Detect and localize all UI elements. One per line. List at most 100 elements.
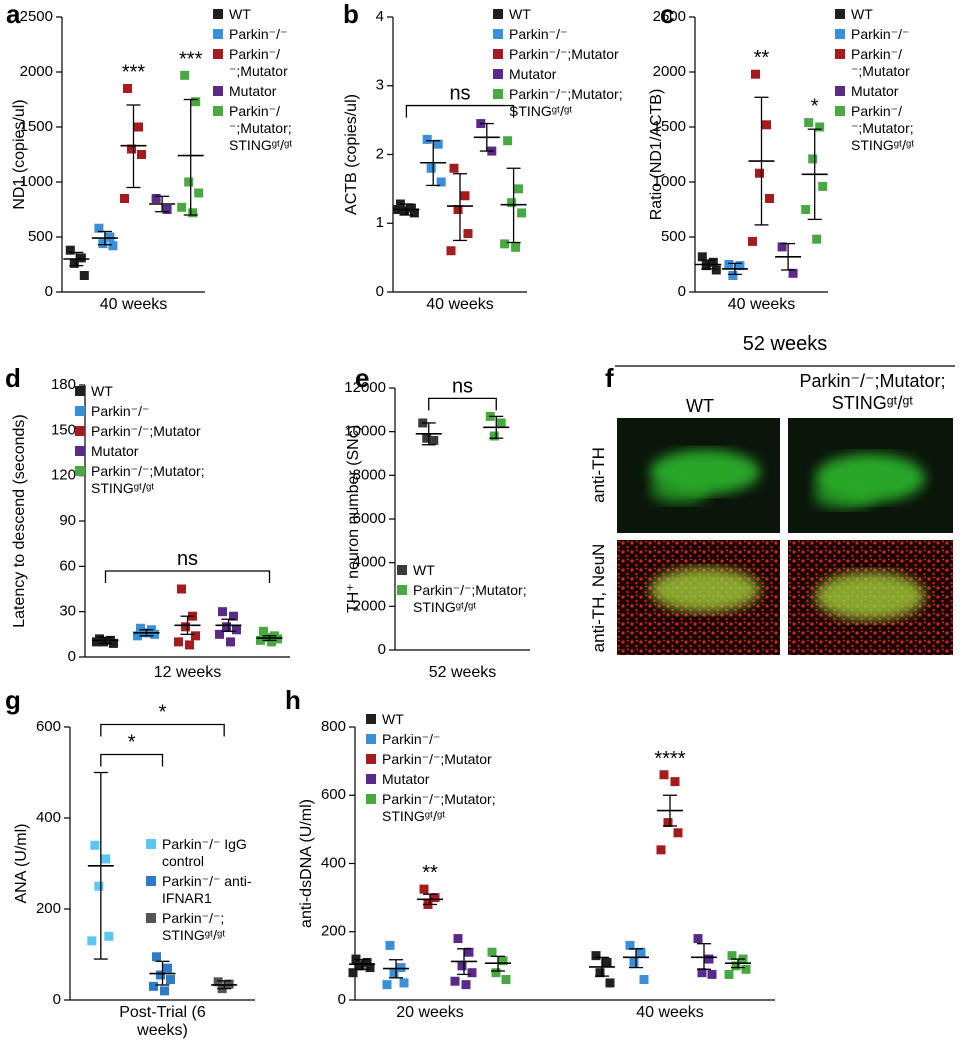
data-point: [213, 977, 223, 987]
data-point: [365, 963, 375, 973]
row-label: anti-TH, NeuN: [589, 544, 608, 653]
legend-label: WT: [91, 383, 113, 399]
legend-swatch: [75, 386, 85, 396]
data-point: [355, 961, 365, 971]
legend-swatch: [397, 585, 407, 595]
data-point: [127, 144, 136, 154]
legend-label: Parkin⁻/⁻;Mutator; STINGᵍᵗ/ᵍᵗ: [413, 582, 527, 615]
data-point: [507, 198, 517, 208]
data-point: [463, 229, 473, 239]
legend-swatch: [835, 9, 845, 19]
data-point: [149, 981, 158, 991]
x-category-label: 52 weeks: [428, 664, 497, 681]
row-label: anti-TH: [589, 447, 608, 503]
column-label: WT: [686, 396, 714, 416]
panel-label: f: [605, 363, 614, 393]
y-tick-label: 2: [376, 145, 384, 162]
data-point: [422, 433, 432, 443]
data-point: [215, 629, 224, 639]
legend-label: Parkin⁻/⁻;Mutator: [509, 46, 619, 62]
significance-label: *: [811, 96, 819, 118]
column-label: Parkin⁻/⁻;Mutator; STINGᵍᵗ/ᵍᵗ: [799, 371, 946, 413]
legend-entry: Parkin⁻/⁻;Mutator: [493, 46, 633, 63]
data-point: [101, 854, 111, 864]
data-point: [514, 184, 524, 194]
legend: Parkin⁻/⁻ IgG control Parkin⁻/⁻ anti-IFNA…: [146, 836, 256, 947]
y-tick-label: 2000: [20, 63, 53, 80]
y-tick-label: 1000: [653, 173, 686, 190]
data-point: [162, 205, 172, 214]
data-point: [105, 232, 115, 242]
data-point: [755, 168, 764, 178]
significance-bracket: [100, 723, 225, 737]
data-point: [467, 968, 477, 978]
data-point: [701, 261, 711, 271]
significance-label: **: [754, 47, 770, 69]
legend-label: Parkin⁻/⁻;Mutator; STINGᵍᵗ/ᵍᵗ: [91, 463, 205, 496]
data-point: [267, 637, 276, 647]
data-point: [788, 268, 798, 278]
data-point: [449, 163, 459, 173]
y-tick-label: 1: [376, 214, 384, 231]
data-point: [777, 242, 787, 252]
legend-label: Parkin⁻/⁻; STINGᵍᵗ/ᵍᵗ: [162, 910, 226, 943]
legend-swatch: [493, 69, 503, 79]
data-point: [409, 208, 419, 218]
data-point: [108, 241, 118, 251]
data-point: [602, 957, 612, 967]
legend-entry: WT: [397, 562, 557, 579]
legend-label: Parkin⁻/⁻;Mutator; STINGᵍᵗ/ᵍᵗ: [382, 791, 496, 824]
significance-label: ***: [179, 48, 203, 70]
data-point: [697, 252, 707, 262]
data-point: [98, 239, 108, 249]
data-point: [697, 968, 707, 978]
data-point: [501, 975, 511, 985]
legend-swatch: [493, 49, 503, 59]
data-point: [731, 961, 741, 971]
data-point: [104, 931, 114, 941]
panel-label: b: [343, 0, 359, 29]
significance-bracket: [100, 753, 164, 767]
legend-entry: Parkin⁻/⁻ IgG control: [146, 836, 256, 870]
data-point: [517, 208, 527, 218]
legend-label: Parkin⁻/⁻: [851, 26, 910, 42]
y-tick-label: 400: [36, 809, 61, 826]
data-point: [226, 637, 235, 647]
legend-entry: Mutator: [493, 66, 633, 83]
legend-swatch: [397, 565, 407, 575]
data-point: [218, 607, 227, 617]
data-point: [406, 203, 416, 213]
data-point: [150, 629, 159, 639]
legend-label: Parkin⁻/⁻: [91, 403, 150, 419]
legend-swatch: [213, 106, 223, 116]
legend-swatch: [213, 29, 223, 39]
data-point: [639, 975, 649, 985]
data-point: [229, 611, 238, 621]
data-point: [76, 253, 86, 263]
data-point: [673, 828, 683, 838]
legend-swatch: [146, 876, 156, 886]
data-point: [232, 625, 241, 635]
legend-swatch: [366, 714, 376, 724]
y-tick-label: 12000: [344, 379, 386, 396]
data-point: [636, 947, 646, 957]
legend-entry: WT: [213, 6, 333, 23]
legend-label: Parkin⁻/⁻;Mutator: [851, 46, 910, 79]
y-tick-label: 30: [59, 603, 76, 620]
data-point: [222, 622, 231, 632]
data-point: [496, 418, 506, 428]
legend-entry: Parkin⁻/⁻: [213, 26, 333, 43]
panel-label: h: [285, 685, 301, 715]
data-point: [348, 968, 358, 978]
legend-entry: Parkin⁻/⁻;Mutator: [75, 423, 245, 440]
legend-entry: Parkin⁻/⁻; STINGᵍᵗ/ᵍᵗ: [146, 910, 256, 944]
data-point: [92, 637, 101, 647]
data-point: [94, 223, 104, 233]
x-category-label: 20 weeks: [396, 1004, 464, 1021]
legend-label: Parkin⁻/⁻ IgG control: [162, 836, 247, 869]
legend-label: Mutator: [851, 83, 899, 99]
data-point: [500, 239, 510, 249]
image-signal: [813, 481, 877, 509]
y-tick-label: 500: [28, 228, 53, 245]
